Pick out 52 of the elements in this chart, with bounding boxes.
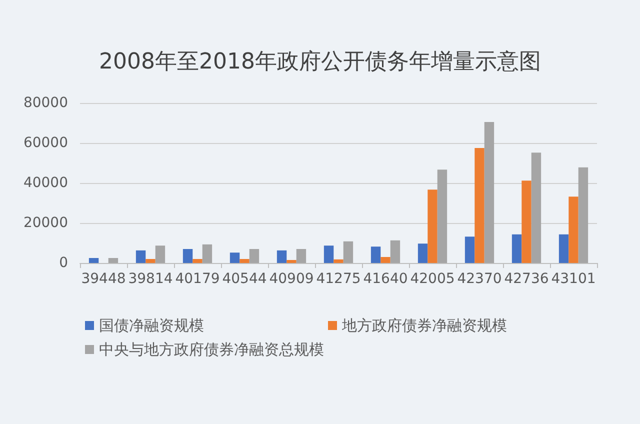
- bar: [512, 234, 522, 263]
- bar: [531, 152, 542, 263]
- bar: [568, 196, 578, 263]
- bar: [276, 250, 287, 263]
- x-tick-label: 40544: [222, 271, 267, 287]
- bar: [370, 246, 381, 263]
- bar: [558, 234, 569, 263]
- x-tick-label: 42370: [457, 271, 502, 287]
- bar: [286, 260, 296, 263]
- legend-label: 国债净融资规模: [99, 316, 204, 334]
- legend-label: 中央与地方政府债券净融资总规模: [99, 340, 324, 358]
- y-tick-label: 80000: [23, 95, 68, 111]
- x-tick-label: 41275: [316, 271, 361, 287]
- x-tick-label: 39448: [81, 271, 126, 287]
- bar: [484, 122, 494, 263]
- bar: [240, 259, 250, 263]
- bar: [578, 167, 588, 263]
- bar: [324, 246, 334, 263]
- bar: [230, 252, 240, 263]
- bar: [343, 241, 354, 263]
- y-tick-label: 40000: [23, 175, 68, 191]
- bar: [108, 258, 118, 263]
- bar: [474, 148, 484, 263]
- bar: [390, 240, 400, 263]
- y-tick-label: 20000: [23, 215, 68, 231]
- bar: [146, 259, 156, 263]
- bar: [380, 257, 390, 263]
- bar: [522, 180, 532, 263]
- bar: [182, 249, 193, 263]
- bar: [88, 258, 99, 263]
- bar: [202, 244, 212, 263]
- x-tick-label: 40179: [175, 271, 220, 287]
- y-tick-label: 60000: [23, 135, 68, 151]
- bar: [136, 250, 146, 263]
- chart-title: 2008年至2018年政府公开债务年增量示意图: [99, 50, 541, 74]
- x-tick-label: 42005: [410, 271, 455, 287]
- x-tick-label: 39814: [128, 271, 173, 287]
- bar: [428, 190, 438, 263]
- bar: [192, 259, 202, 263]
- bar: [437, 170, 448, 263]
- bar: [334, 259, 344, 263]
- bar: [296, 249, 306, 263]
- bar: [418, 244, 428, 263]
- legend-label: 地方政府债券净融资规模: [341, 316, 507, 334]
- x-tick-label: 42736: [504, 271, 549, 287]
- bar: [155, 246, 166, 263]
- y-tick-label: 0: [59, 255, 68, 271]
- bar: [464, 236, 475, 263]
- x-tick-label: 43101: [551, 271, 596, 287]
- bar: [249, 249, 260, 263]
- x-tick-label: 40909: [269, 271, 314, 287]
- x-tick-label: 41640: [363, 271, 408, 287]
